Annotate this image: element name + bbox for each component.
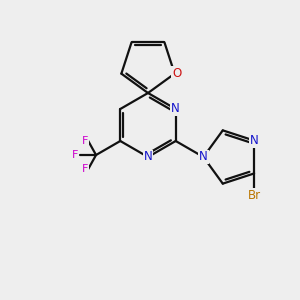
Text: F: F (82, 164, 88, 174)
Text: N: N (250, 134, 259, 147)
Text: N: N (199, 151, 208, 164)
Text: O: O (172, 67, 181, 80)
Text: N: N (171, 103, 180, 116)
Text: F: F (72, 150, 78, 160)
Text: F: F (82, 136, 88, 146)
Text: Br: Br (248, 189, 261, 202)
Text: N: N (144, 151, 152, 164)
